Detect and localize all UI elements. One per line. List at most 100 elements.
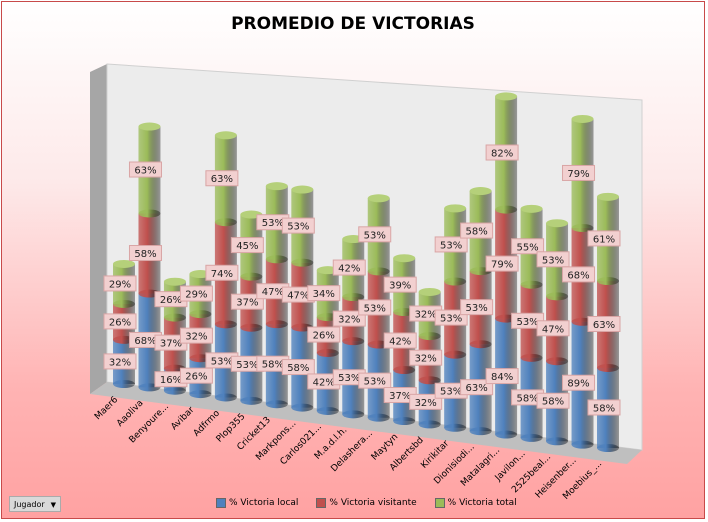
data-label-0-1: 68% <box>134 336 156 347</box>
legend-label: % Victoria local <box>229 498 299 508</box>
data-label-box <box>332 259 366 276</box>
bar-cap <box>597 444 619 452</box>
data-label-1-5: 37% <box>236 298 258 309</box>
data-label-box <box>485 255 519 272</box>
data-label-box <box>358 226 392 243</box>
data-label-1-17: 47% <box>542 324 564 335</box>
legend-item-total: % Victoria total <box>434 498 517 508</box>
data-label-0-9: 53% <box>338 373 360 384</box>
bar-cap <box>597 277 619 286</box>
data-label-0-13: 53% <box>440 387 462 398</box>
bar-cap <box>367 413 390 422</box>
data-label-2-0: 29% <box>109 279 131 290</box>
bar-top <box>444 204 467 213</box>
bar-top <box>520 204 543 213</box>
bar-cap <box>265 400 288 409</box>
bar-cap <box>469 340 492 349</box>
data-label-1-12: 32% <box>415 354 437 365</box>
data-label-0-8: 42% <box>313 377 335 388</box>
data-label-1-11: 42% <box>389 337 411 348</box>
data-label-2-13: 53% <box>440 240 462 251</box>
bar-cap <box>393 365 416 374</box>
data-label-2-10: 53% <box>364 230 386 241</box>
data-label-0-15: 84% <box>491 372 513 383</box>
data-label-2-18: 79% <box>567 169 589 180</box>
legend-item-visitante: % Victoria visitante <box>316 498 417 508</box>
data-label-box <box>307 326 341 343</box>
data-label-2-12: 32% <box>415 310 437 321</box>
data-label-1-18: 68% <box>567 270 589 281</box>
data-label-1-14: 53% <box>466 303 488 314</box>
data-label-2-1: 63% <box>134 166 156 177</box>
bar-cap <box>214 393 237 402</box>
data-label-2-8: 34% <box>313 289 335 300</box>
data-label-box <box>307 285 341 302</box>
data-label-box <box>103 313 137 330</box>
data-label-0-17: 58% <box>542 397 564 408</box>
data-label-1-10: 53% <box>364 303 386 314</box>
legend-item-local: % Victoria local <box>216 498 298 508</box>
data-label-0-3: 26% <box>185 372 207 383</box>
data-label-box <box>230 293 264 310</box>
bar-top <box>367 194 390 203</box>
data-label-box <box>562 164 596 181</box>
data-label-0-4: 53% <box>211 356 233 367</box>
bar-cap <box>265 320 288 329</box>
bar-top <box>113 259 135 268</box>
data-label-box <box>409 393 443 410</box>
bar-cap <box>214 320 237 329</box>
data-label-box <box>485 368 519 385</box>
bar-top <box>495 92 518 101</box>
data-label-box <box>230 237 264 254</box>
data-label-box <box>358 299 392 316</box>
jugador-filter-button[interactable]: Jugador ▼ <box>9 496 61 512</box>
bar-cap <box>342 293 365 302</box>
bar-cap <box>316 348 339 357</box>
data-label-box <box>536 320 570 337</box>
dropdown-arrow-icon: ▼ <box>50 501 56 509</box>
data-label-1-13: 53% <box>440 314 462 325</box>
data-label-1-8: 26% <box>313 331 335 342</box>
data-label-1-16: 53% <box>516 317 538 328</box>
bar-cap <box>469 427 492 436</box>
data-label-2-2: 26% <box>160 295 182 306</box>
data-label-2-4: 63% <box>211 174 233 185</box>
side-wall <box>90 64 107 394</box>
bar-top <box>265 182 288 191</box>
data-label-box <box>332 310 366 327</box>
legend-label: % Victoria total <box>447 498 517 508</box>
bar-cap <box>342 410 365 419</box>
data-label-0-0: 32% <box>109 357 131 368</box>
data-label-1-0: 26% <box>109 317 131 328</box>
data-label-2-16: 55% <box>516 242 538 253</box>
bar-cap <box>597 363 619 372</box>
data-label-box <box>128 245 162 262</box>
bar-cap <box>571 440 594 449</box>
bar-cap <box>342 337 365 346</box>
data-label-0-11: 37% <box>389 391 411 402</box>
data-label-box <box>103 353 137 370</box>
bar-top <box>571 114 594 123</box>
data-label-box <box>383 332 417 349</box>
bar-cap <box>163 386 186 395</box>
bar-top <box>393 254 416 263</box>
bar-cap <box>546 437 569 446</box>
bar-cap <box>444 423 467 432</box>
data-label-box <box>103 275 137 292</box>
data-label-box <box>128 161 162 178</box>
data-label-box <box>587 315 621 332</box>
data-label-box <box>281 217 315 234</box>
bar-cap <box>265 255 288 264</box>
data-label-2-17: 53% <box>542 255 564 266</box>
bar-cap <box>367 267 390 276</box>
bar-cap <box>444 350 467 359</box>
data-label-1-6: 47% <box>262 287 284 298</box>
data-label-1-1: 58% <box>134 249 156 260</box>
data-label-box <box>587 230 621 247</box>
bar-cap <box>291 258 314 267</box>
bar-cap <box>520 433 543 442</box>
bar-cap <box>214 218 237 227</box>
data-label-box <box>434 309 468 326</box>
data-label-box <box>205 170 239 187</box>
